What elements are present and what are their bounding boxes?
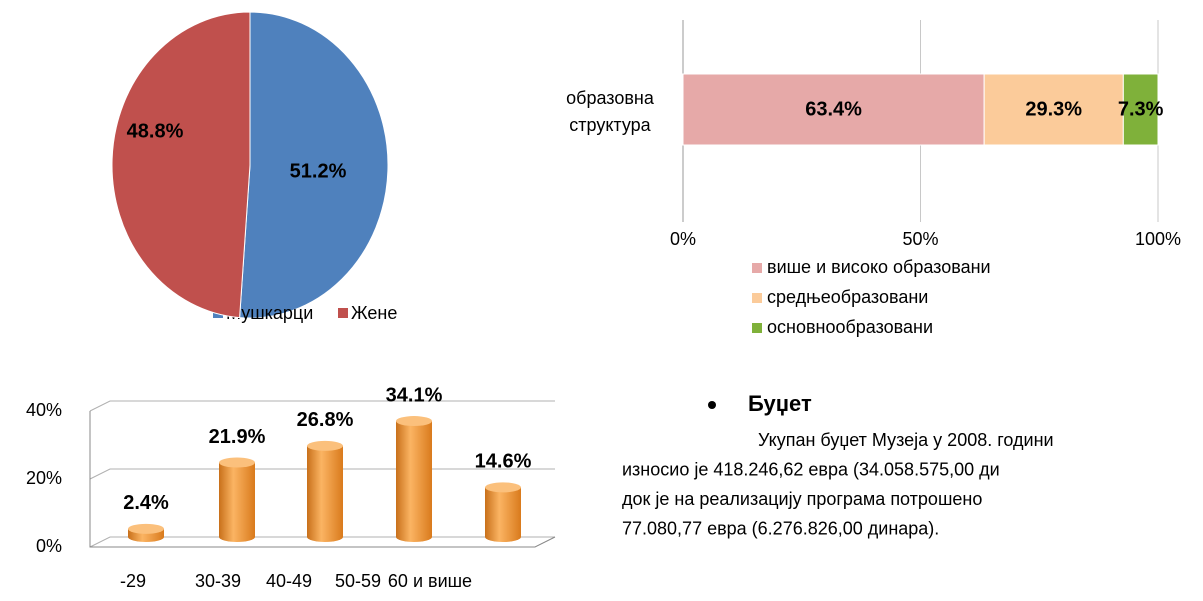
x-tick-label: -29 xyxy=(120,571,146,591)
x-tick-label: 100% xyxy=(1135,229,1181,249)
bar-top xyxy=(485,482,521,493)
x-tick-label: 50% xyxy=(902,229,938,249)
grid-line xyxy=(89,400,555,412)
legend-label: Жене xyxy=(351,303,397,323)
data-label: 7.3% xyxy=(1118,98,1164,120)
x-tick-label: 30-39 xyxy=(195,571,241,591)
bar xyxy=(219,462,255,542)
x-tick-label: 50-59 xyxy=(335,571,381,591)
bar-segment xyxy=(1122,73,1159,146)
data-label: 51.2% xyxy=(290,160,347,182)
category-label: образовна структура xyxy=(566,88,654,135)
bar-segment xyxy=(983,73,1124,146)
y-tick-label: 20% xyxy=(26,468,62,488)
data-label: 2.4% xyxy=(123,492,169,514)
budget-text: износио је 418.246,62 евра (34.058.575,0… xyxy=(622,459,1000,479)
bar xyxy=(307,445,343,542)
legend-label: средњеобразовани xyxy=(767,287,928,307)
y-tick-label: 40% xyxy=(26,400,62,420)
data-label: 34.1% xyxy=(386,384,443,406)
bullet xyxy=(708,401,716,409)
budget-text: 77.080,77 евра (6.276.826,00 динара). xyxy=(622,518,939,538)
data-label: 14.6% xyxy=(475,451,532,473)
legend-label: основнообразовани xyxy=(767,317,933,337)
legend-swatch xyxy=(752,293,762,303)
bar xyxy=(485,487,521,542)
pie-slice xyxy=(111,11,251,319)
legend-swatch xyxy=(752,323,762,333)
x-tick-label: 0% xyxy=(670,229,696,249)
budget-text: Укупан буџет Музеја у 2008. години xyxy=(758,430,1054,450)
axis-line xyxy=(89,411,556,548)
data-label: 29.3% xyxy=(1025,98,1082,120)
legend-label: више и високо образовани xyxy=(767,257,991,277)
bar xyxy=(396,421,432,542)
bar-top xyxy=(128,523,164,534)
y-tick-label: 0% xyxy=(36,536,62,556)
legend-swatch xyxy=(752,263,762,273)
category-label-box: образовна структура xyxy=(566,88,654,135)
data-label: 21.9% xyxy=(209,426,266,448)
budget-heading: Буџет xyxy=(748,391,812,416)
pie-slice xyxy=(239,11,389,319)
legend-label: Мушкарци xyxy=(226,303,313,323)
data-label: 48.8% xyxy=(127,120,184,142)
data-label: 26.8% xyxy=(297,409,354,431)
budget-text: док је на реализацију програма потрошено xyxy=(622,489,982,509)
bar-top xyxy=(219,457,255,468)
legend-swatch xyxy=(338,308,348,318)
data-label: 63.4% xyxy=(805,98,862,120)
bar-top xyxy=(307,440,343,451)
x-tick-label: 40-49 xyxy=(266,571,312,591)
x-tick-label: 60 и више xyxy=(388,571,472,591)
bar-top xyxy=(396,416,432,427)
